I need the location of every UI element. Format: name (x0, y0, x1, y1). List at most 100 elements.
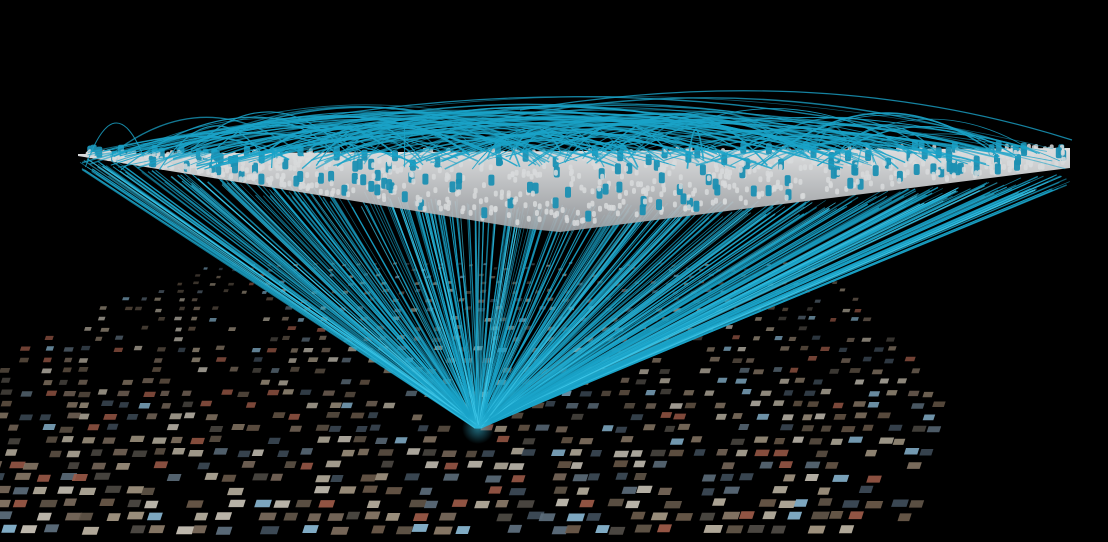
image-tile (315, 475, 331, 483)
image-tile (177, 289, 185, 293)
node-marker (401, 191, 408, 203)
image-tile (798, 326, 808, 331)
image-tile (739, 367, 750, 373)
plate-item (318, 188, 323, 195)
image-tile (642, 424, 656, 431)
node-marker (1055, 147, 1062, 159)
arc-link (250, 121, 1053, 162)
plate-item (596, 163, 601, 170)
image-tile (885, 337, 896, 342)
image-tile (81, 437, 96, 444)
image-tile (833, 414, 847, 420)
image-tile (340, 379, 352, 385)
image-tile (266, 389, 280, 396)
image-tile (794, 377, 806, 383)
image-tile (862, 317, 872, 322)
link-line (81, 168, 481, 429)
plate-item (597, 185, 602, 192)
arc-link (248, 105, 942, 163)
image-tile (601, 425, 614, 432)
image-tile (735, 449, 748, 457)
image-tile (364, 511, 381, 520)
arc-link (407, 119, 990, 167)
image-tile (753, 436, 769, 443)
plate-item (672, 201, 677, 208)
image-tile (600, 390, 612, 397)
plate-item (744, 186, 749, 193)
image-tile (253, 357, 263, 362)
plate-item (296, 161, 301, 168)
image-tile (374, 473, 389, 481)
plate-item (537, 203, 542, 210)
image-tile (714, 402, 726, 409)
image-tile (832, 474, 850, 482)
image-tile (287, 326, 297, 331)
plate-item (402, 182, 407, 189)
plate-item (383, 173, 387, 180)
link-line (478, 205, 541, 429)
image-tile (495, 500, 509, 508)
plate-item (473, 187, 478, 194)
arc-link (310, 136, 570, 162)
image-tile (638, 369, 650, 375)
plate-item (560, 207, 565, 213)
image-tile (251, 348, 261, 353)
image-tile (806, 401, 820, 407)
image-tile (867, 402, 880, 408)
image-tile (442, 473, 460, 481)
image-tile (659, 369, 671, 374)
image-tile (887, 346, 897, 351)
image-tile (508, 488, 527, 496)
image-tile (173, 337, 184, 342)
plate-item (597, 179, 602, 186)
image-tile (371, 525, 386, 534)
node-marker (851, 164, 858, 176)
arc-link (89, 116, 616, 167)
link-line (476, 210, 561, 429)
plate-item (506, 212, 511, 219)
plate-item (598, 205, 602, 212)
plate-item (521, 168, 526, 175)
link-line (475, 200, 759, 429)
image-tile (266, 348, 277, 353)
image-tile (143, 391, 156, 398)
node-marker (658, 172, 665, 184)
arc-link (327, 106, 715, 158)
image-tile (406, 448, 421, 455)
plate-item (309, 182, 314, 189)
image-tile (551, 449, 566, 456)
plate-item (936, 169, 941, 176)
image-tile (814, 299, 821, 303)
image-tile (57, 486, 75, 494)
plate-item (766, 172, 771, 179)
image-tile (553, 486, 568, 494)
plate-item (893, 170, 898, 177)
image-tile (173, 316, 183, 321)
image-tile (467, 460, 484, 468)
plate-item (880, 183, 885, 190)
image-tile (265, 297, 274, 301)
plate-item (526, 170, 531, 177)
image-tile (192, 281, 200, 285)
arc-link (94, 122, 972, 163)
plate-item (449, 166, 454, 173)
plate-item (506, 192, 511, 199)
image-tile (820, 346, 831, 352)
node-marker (282, 158, 289, 170)
plate-item (644, 190, 649, 197)
image-tile (781, 307, 789, 312)
plate-item (301, 182, 306, 189)
image-tile (77, 379, 88, 385)
plate-item (738, 195, 743, 202)
plate-item (285, 152, 289, 159)
plate-item (549, 209, 554, 216)
image-tile (344, 391, 356, 398)
image-tile (849, 368, 861, 373)
image-tile (175, 327, 183, 332)
image-tile (241, 290, 248, 294)
image-tile (738, 511, 755, 519)
image-tile (404, 473, 420, 481)
plate-item (652, 178, 657, 185)
plate-item (575, 219, 580, 226)
link-line (478, 191, 901, 429)
